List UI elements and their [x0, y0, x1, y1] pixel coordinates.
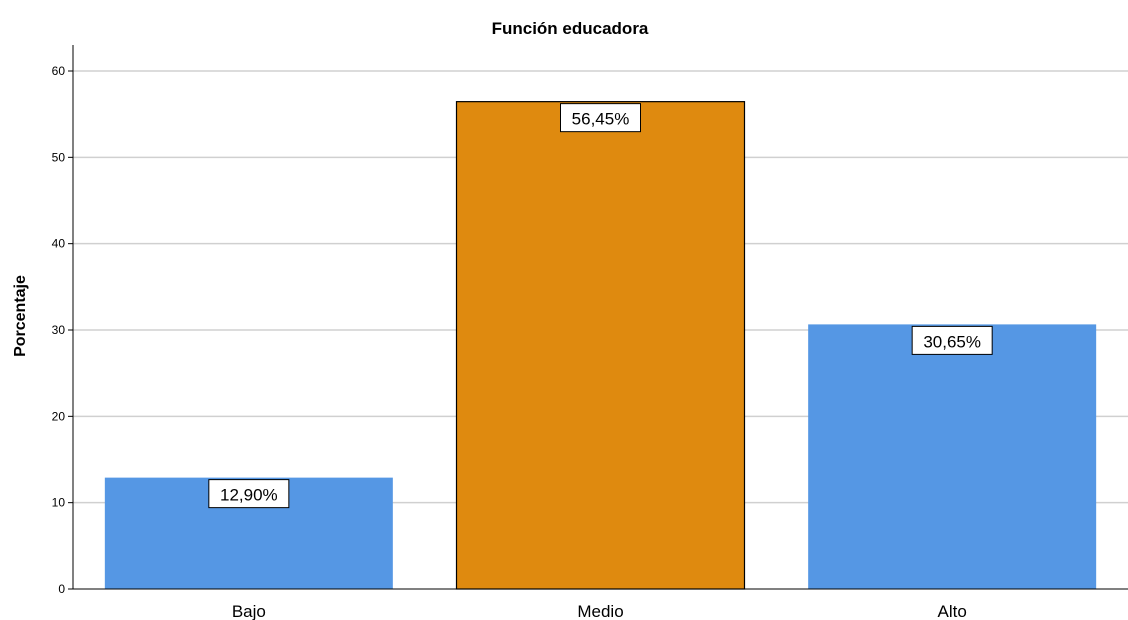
y-tick-label: 60: [52, 64, 66, 78]
y-tick-labels: 0 10 20 30 40 50 60: [52, 64, 66, 596]
y-tick-label: 30: [52, 323, 66, 337]
data-labels: 12,90% 56,45% 30,65%: [208, 103, 993, 509]
data-label-box: [911, 325, 993, 355]
y-tick-label: 50: [52, 150, 66, 164]
data-label: 30,65%: [923, 332, 981, 351]
y-tick-label: 0: [58, 582, 65, 596]
chart-title: Función educadora: [492, 19, 649, 38]
x-tick-label-bajo: Bajo: [232, 602, 266, 620]
bar-alto: [808, 324, 1097, 589]
x-tick-label-medio: Medio: [577, 602, 623, 620]
bar-medio: [455, 101, 746, 590]
y-tick-label: 20: [52, 409, 66, 423]
y-tick-label: 10: [52, 496, 66, 510]
data-label: 56,45%: [572, 110, 630, 129]
axes: [68, 45, 1128, 590]
x-tick-labels: Bajo Medio Alto: [232, 602, 967, 620]
y-tick-label: 40: [52, 237, 66, 251]
y-axis-label: Porcentaje: [12, 275, 29, 357]
data-label-box: [208, 479, 290, 509]
data-label-box: [560, 103, 641, 133]
data-label: 12,90%: [220, 486, 278, 505]
x-tick-label-alto: Alto: [938, 602, 967, 620]
